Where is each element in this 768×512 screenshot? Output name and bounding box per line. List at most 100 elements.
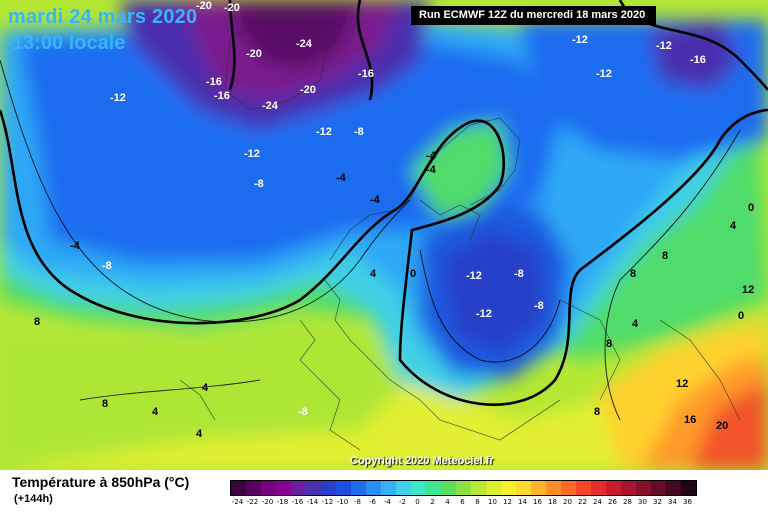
temp-value-label: 4 xyxy=(632,318,639,330)
temp-value-label: -16 xyxy=(690,54,706,66)
color-scale-tick-label: 36 xyxy=(683,498,692,506)
color-scale-tick-label: -4 xyxy=(384,498,391,506)
temp-value-label: -4 xyxy=(336,172,346,184)
temp-value-label: 4 xyxy=(730,220,737,232)
temp-value-label: -20 xyxy=(196,0,212,12)
model-run-label: Run ECMWF 12Z du mercredi 18 mars 2020 xyxy=(411,6,656,25)
color-scale-tick-label: 12 xyxy=(503,498,512,506)
temp-value-label: -4 xyxy=(370,194,380,206)
temp-value-label: 8 xyxy=(34,316,41,328)
color-scale-swatch xyxy=(681,481,696,495)
color-scale-swatch xyxy=(366,481,381,495)
temp-value-label: 20 xyxy=(716,420,729,432)
temp-value-label: 0 xyxy=(738,310,745,322)
color-scale-swatch xyxy=(471,481,486,495)
coastlines xyxy=(179,19,741,451)
temp-value-label: -8 xyxy=(534,300,544,312)
color-scale-tick-label: 26 xyxy=(608,498,617,506)
color-scale-swatch xyxy=(531,481,546,495)
temp-value-label: 8 xyxy=(606,338,613,350)
color-scale-tick-label: -2 xyxy=(399,498,406,506)
temp-value-label: 16 xyxy=(684,414,697,426)
temp-value-label: -20 xyxy=(300,84,316,96)
temperature-map xyxy=(0,0,768,470)
color-scale-swatch xyxy=(411,481,426,495)
color-scale-tick-label: -12 xyxy=(321,498,334,506)
color-scale-swatch xyxy=(276,481,291,495)
color-scale-swatch xyxy=(456,481,471,495)
copyright-notice: Copyright 2020 Meteociel.fr xyxy=(350,455,494,467)
color-scale-bar xyxy=(230,480,697,496)
color-scale-swatch xyxy=(621,481,636,495)
color-scale-tick-label: -14 xyxy=(306,498,319,506)
temp-value-label: -12 xyxy=(244,148,260,160)
temp-value-label: -24 xyxy=(296,38,312,50)
color-scale-tick-label: 8 xyxy=(475,498,480,506)
color-scale-tick-label: -8 xyxy=(354,498,361,506)
color-scale-swatch xyxy=(351,481,366,495)
color-scale-swatch xyxy=(381,481,396,495)
color-scale-swatch xyxy=(261,481,276,495)
color-scale-tick-label: 30 xyxy=(638,498,647,506)
temp-value-label: -4 xyxy=(426,150,436,162)
color-scale-tick-label: 10 xyxy=(488,498,497,506)
color-scale-swatch xyxy=(306,481,321,495)
color-scale-tick-label: -24 xyxy=(231,498,244,506)
color-scale-tick-label: 32 xyxy=(653,498,662,506)
temp-value-label: 4 xyxy=(152,406,159,418)
color-scale-tick-label: 4 xyxy=(445,498,450,506)
temp-value-label: 0 xyxy=(748,202,755,214)
color-scale-tick-label: 24 xyxy=(593,498,602,506)
temp-value-label: -4 xyxy=(70,240,80,252)
color-scale-tick-label: -18 xyxy=(276,498,289,506)
color-scale-swatch xyxy=(606,481,621,495)
map-panel: mardi 24 mars 2020 13:00 locale Run ECMW… xyxy=(0,0,768,470)
temp-value-label: -8 xyxy=(354,126,364,138)
temp-value-label: -16 xyxy=(206,76,222,88)
temp-value-label: -8 xyxy=(102,260,112,272)
temp-value-label: 8 xyxy=(630,268,637,280)
temp-value-label: -16 xyxy=(214,90,230,102)
color-scale-swatch xyxy=(576,481,591,495)
temp-value-label: -8 xyxy=(254,178,264,190)
local-time-label: 13:00 locale xyxy=(12,32,126,54)
color-scale-tick-label: 28 xyxy=(623,498,632,506)
temp-value-label: 4 xyxy=(370,268,377,280)
date-label: mardi 24 mars 2020 xyxy=(8,6,198,28)
temp-value-label: 8 xyxy=(662,250,669,262)
color-scale-tick-label: 20 xyxy=(563,498,572,506)
temp-value-label: -12 xyxy=(656,40,672,52)
color-scale-tick-label: -20 xyxy=(261,498,274,506)
color-scale-tick-label: -22 xyxy=(246,498,259,506)
temp-value-label: -16 xyxy=(358,68,374,80)
color-scale-swatch xyxy=(561,481,576,495)
color-scale-swatch xyxy=(231,481,246,495)
color-scale-swatch xyxy=(426,481,441,495)
color-scale-swatch xyxy=(291,481,306,495)
temp-value-label: 0 xyxy=(410,268,417,280)
color-scale-tick-label: 2 xyxy=(430,498,435,506)
color-scale-tick-label: 0 xyxy=(415,498,420,506)
temp-value-label: -20 xyxy=(246,48,262,60)
temp-value-label: -12 xyxy=(466,270,482,282)
temp-value-label: 8 xyxy=(594,406,601,418)
temp-value-label: 4 xyxy=(196,428,203,440)
color-scale-swatch xyxy=(441,481,456,495)
color-scale-swatch xyxy=(486,481,501,495)
legend-title: Température à 850hPa (°C) xyxy=(12,474,190,490)
color-scale-swatch xyxy=(651,481,666,495)
temp-value-label: -8 xyxy=(514,268,524,280)
color-scale-swatch xyxy=(246,481,261,495)
color-scale-swatch xyxy=(666,481,681,495)
isotherms xyxy=(0,59,741,421)
temp-value-label: -12 xyxy=(596,68,612,80)
color-scale-swatch xyxy=(501,481,516,495)
temp-value-label: 4 xyxy=(202,382,209,394)
color-scale-tick-label: 14 xyxy=(518,498,527,506)
color-scale-tick-label: 16 xyxy=(533,498,542,506)
color-scale-swatch xyxy=(336,481,351,495)
color-scale-swatch xyxy=(591,481,606,495)
color-scale-tick-label: -10 xyxy=(336,498,349,506)
color-scale-tick-label: -16 xyxy=(291,498,304,506)
color-scale-swatch xyxy=(516,481,531,495)
